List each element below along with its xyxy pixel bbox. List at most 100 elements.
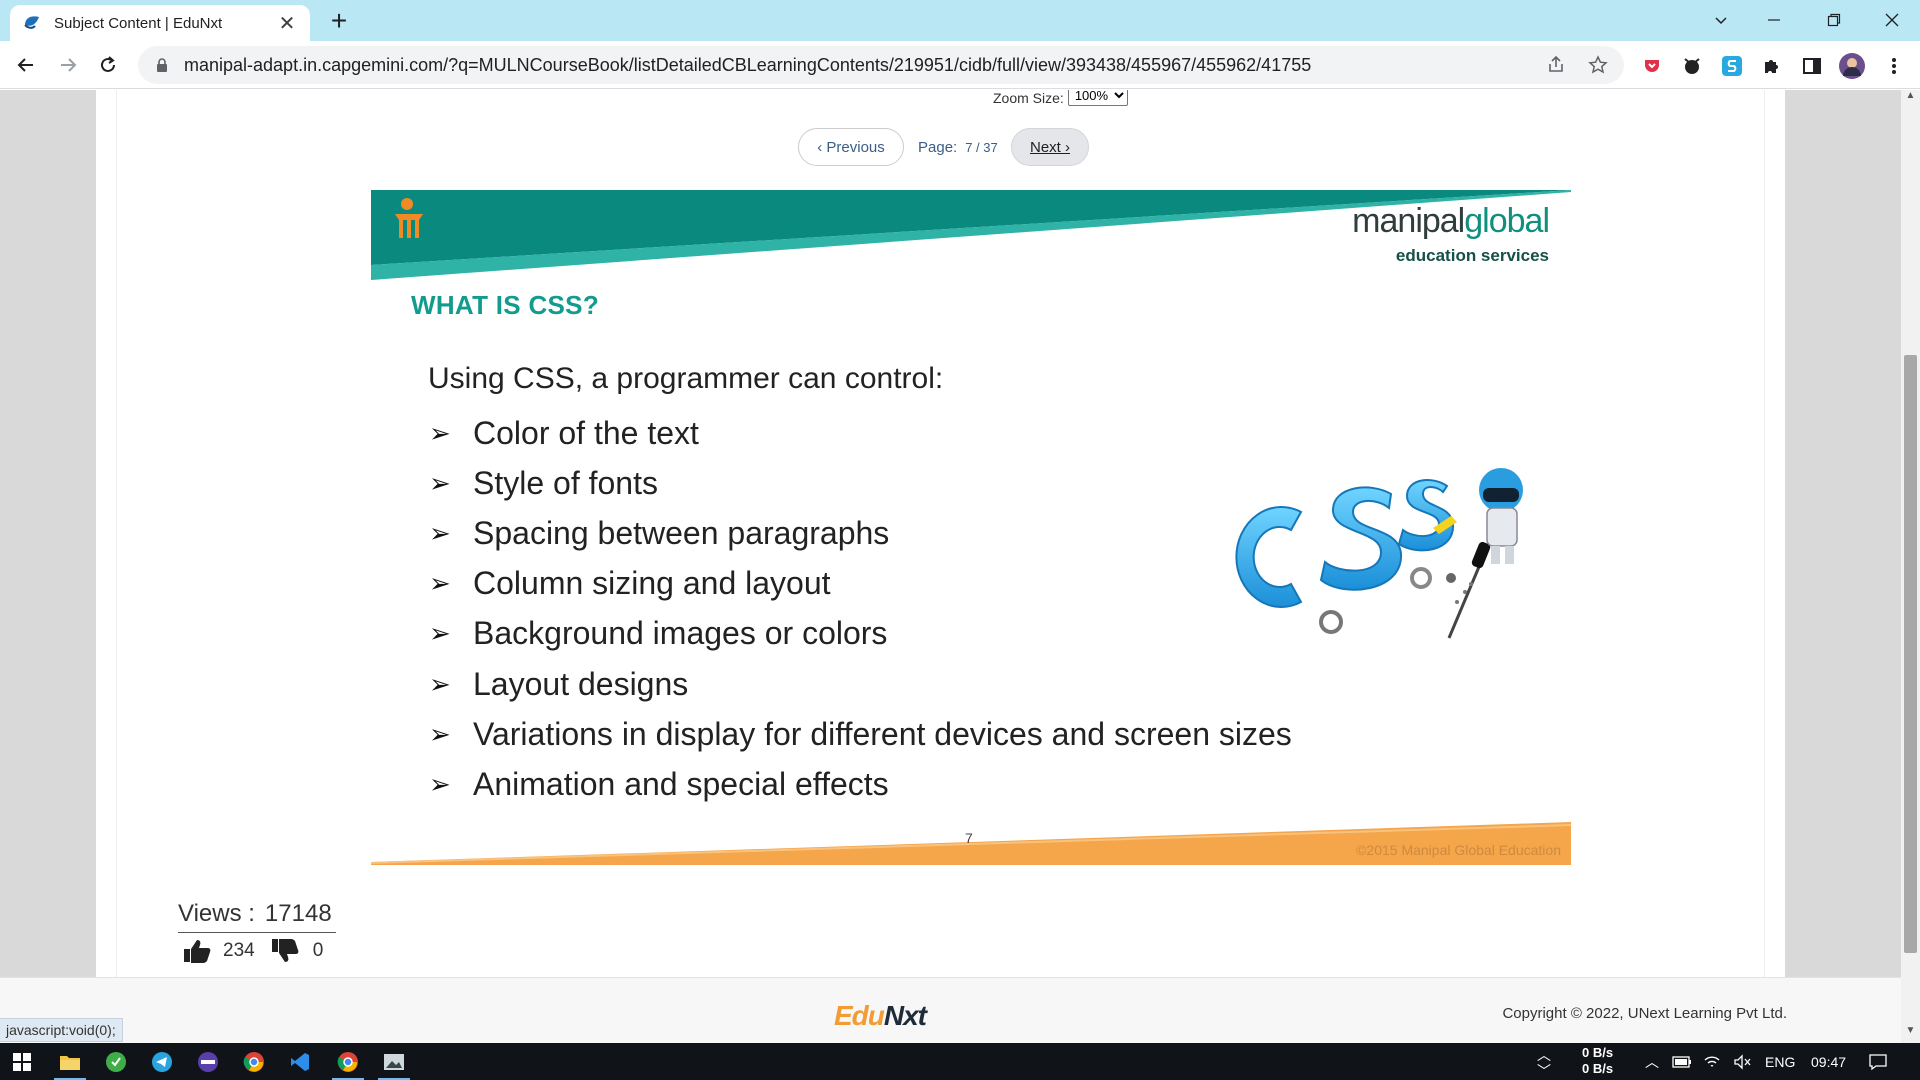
bullet-text: Style of fonts	[473, 464, 658, 501]
arrow-bullet-icon: ➢	[429, 668, 451, 699]
browser-toolbar: manipal-adapt.in.capgemini.com/?q=MULNCo…	[0, 41, 1920, 89]
side-panel-icon[interactable]	[1799, 53, 1825, 79]
reactions: 234 0	[183, 938, 323, 964]
edunxt-favicon-icon	[24, 16, 39, 29]
close-window-button[interactable]	[1869, 4, 1915, 36]
extension-icon[interactable]	[1679, 53, 1705, 79]
kebab-menu-icon[interactable]	[1881, 53, 1907, 79]
brand-name-accent: global	[1464, 202, 1550, 240]
windows-taskbar: ︿ ﹀ 0 B/s 0 B/s ︿ ENG 09:47	[0, 1043, 1920, 1080]
input-language[interactable]: ENG	[1765, 1054, 1796, 1070]
bullet-text: Layout designs	[473, 665, 689, 702]
bullet-text: Animation and special effects	[473, 765, 889, 802]
brand-name: manipalglobal	[1352, 202, 1550, 241]
next-button[interactable]: Next ›	[1011, 128, 1089, 166]
bullet-item: ➢ Column sizing and layout	[429, 559, 1292, 609]
bookmark-star-icon[interactable]	[1588, 55, 1608, 75]
page-number: 7 / 37	[965, 139, 998, 155]
volume-muted-icon[interactable]	[1732, 1052, 1752, 1072]
chrome-icon[interactable]	[234, 1047, 274, 1077]
bullet-item: ➢ Color of the text	[429, 408, 1292, 458]
share-icon[interactable]	[1546, 55, 1566, 75]
bullet-text: Background images or colors	[473, 615, 888, 652]
browser-tab-bar: Subject Content | EduNxt ✕ +	[0, 0, 1920, 41]
dislikes-count: 0	[312, 940, 324, 961]
net-upload: 0 B/s	[1582, 1045, 1614, 1060]
s-extension-icon[interactable]	[1719, 53, 1745, 79]
arrow-bullet-icon: ➢	[429, 467, 451, 498]
bullet-item: ➢ Background images or colors	[429, 609, 1292, 659]
bullet-item: ➢ Variations in display for different dev…	[429, 709, 1292, 759]
notifications-icon[interactable]	[1868, 1052, 1888, 1072]
show-hidden-icons-icon[interactable]: ︿	[1645, 1054, 1659, 1070]
thumbs-down-icon[interactable]	[271, 938, 299, 964]
chevron-up-icon[interactable]: ︿	[1537, 1047, 1551, 1063]
clock[interactable]: 09:47	[1811, 1054, 1847, 1070]
bullet-text: Variations in display for different devi…	[473, 715, 1292, 752]
address-bar[interactable]: manipal-adapt.in.capgemini.com/?q=MULNCo…	[138, 46, 1624, 84]
logo-part: Nxt	[883, 1000, 927, 1031]
arrow-bullet-icon: ➢	[429, 568, 451, 599]
photos-icon[interactable]	[374, 1047, 414, 1080]
brand-subtitle: education services	[1395, 246, 1549, 265]
chrome-active-icon[interactable]	[328, 1047, 368, 1080]
reload-button[interactable]	[92, 49, 124, 81]
lock-icon[interactable]	[154, 57, 170, 73]
app-green-icon[interactable]	[96, 1047, 136, 1077]
bullet-item: ➢ Animation and special effects	[429, 759, 1292, 809]
bullet-text: Spacing between paragraphs	[473, 514, 890, 551]
slide-title: WHAT IS CSS?	[411, 290, 599, 320]
battery-icon[interactable]	[1672, 1052, 1692, 1072]
scroll-up-icon[interactable]: ▲	[1905, 90, 1916, 101]
puzzle-extensions-icon[interactable]	[1759, 53, 1785, 79]
wifi-icon[interactable]	[1702, 1052, 1722, 1072]
close-icon[interactable]: ✕	[278, 12, 296, 35]
previous-button[interactable]: ‹ Previous	[798, 128, 904, 166]
restore-button[interactable]	[1811, 4, 1857, 36]
forward-button[interactable]	[52, 49, 84, 81]
arrow-bullet-icon: ➢	[429, 718, 451, 749]
bullet-text: Column sizing and layout	[473, 565, 831, 602]
slide-intro: Using CSS, a programmer can control:	[428, 362, 944, 395]
css-robot-illustration	[1235, 468, 1523, 639]
page-viewport: Zoom Size: 100% ‹ Previous Page: 7 / 37 …	[0, 90, 1901, 977]
windows-start-icon[interactable]	[2, 1047, 42, 1077]
chevron-down-icon[interactable]: ﹀	[1537, 1063, 1551, 1079]
manipal-emblem-icon	[395, 198, 423, 238]
brand-name-part: manipal	[1352, 202, 1465, 240]
bullet-item: ➢ Style of fonts	[429, 458, 1292, 508]
content-card: Zoom Size: 100% ‹ Previous Page: 7 / 37 …	[116, 90, 1765, 977]
views-value: 17148	[264, 900, 332, 927]
vscode-icon[interactable]	[280, 1047, 320, 1077]
file-explorer-icon[interactable]	[50, 1047, 90, 1080]
pager: ‹ Previous Page: 7 / 37 Next ›	[117, 128, 1766, 168]
pocket-extension-icon[interactable]	[1639, 53, 1665, 79]
scroll-thumb[interactable]	[1904, 355, 1917, 953]
bullet-list: ➢ Color of the text ➢ Style of fonts ➢ Spac…	[429, 408, 1292, 810]
app-purple-icon[interactable]	[188, 1047, 228, 1077]
likes-count: 234	[223, 940, 255, 961]
browser-tab[interactable]: Subject Content | EduNxt ✕	[10, 5, 310, 41]
arrow-bullet-icon: ➢	[429, 517, 451, 548]
page-label: Page:	[918, 138, 958, 156]
bullet-text: Color of the text	[473, 414, 699, 451]
minimize-button[interactable]	[1751, 4, 1797, 36]
profile-avatar[interactable]	[1839, 53, 1865, 79]
slide-copyright: ©2015 Manipal Global Education	[1356, 842, 1561, 858]
page-indicator: Page: 7 / 37	[918, 128, 998, 166]
site-footer: EduNxt Copyright © 2022, UNext Learning …	[0, 977, 1901, 1043]
thumbs-up-icon[interactable]	[183, 938, 211, 964]
bullet-item: ➢ Spacing between paragraphs	[429, 508, 1292, 558]
zoom-select[interactable]: 100%	[1067, 90, 1128, 106]
zoom-control: Zoom Size: 100%	[993, 90, 1128, 106]
page-scrollbar[interactable]: ▲ ▼	[1901, 90, 1920, 1043]
tab-search-chevron-icon[interactable]	[1698, 4, 1744, 36]
content-container: Zoom Size: 100% ‹ Previous Page: 7 / 37 …	[96, 90, 1785, 977]
slide-header-banner	[371, 190, 1571, 280]
scroll-down-icon[interactable]: ▼	[1905, 1025, 1916, 1036]
status-bar-url: javascript:void(0);	[0, 1018, 123, 1042]
bullet-item: ➢ Layout designs	[429, 659, 1292, 709]
telegram-icon[interactable]	[142, 1047, 182, 1077]
back-button[interactable]	[10, 49, 42, 81]
new-tab-button[interactable]: +	[330, 5, 348, 36]
